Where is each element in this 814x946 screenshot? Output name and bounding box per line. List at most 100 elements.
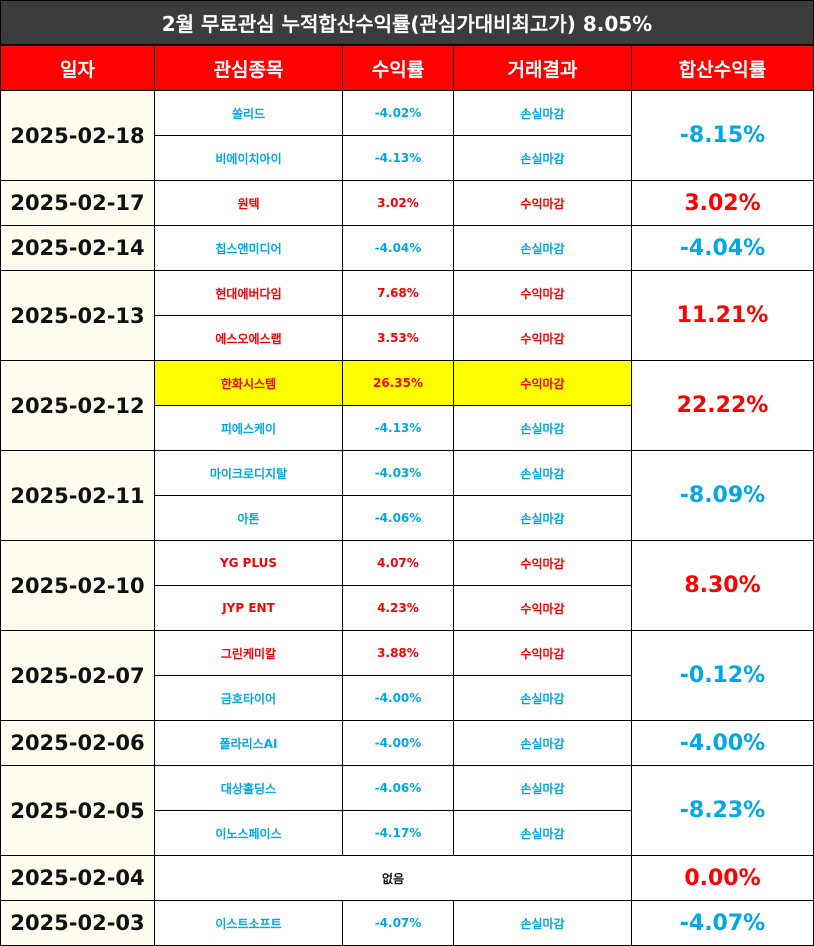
date-cell: 2025-02-12 [0,360,155,451]
result-cell: 수익마감 [453,360,632,406]
rate-cell: -4.17% [342,810,454,856]
result-cell: 손실마감 [453,720,632,766]
header-date: 일자 [0,45,155,91]
date-cell: 2025-02-17 [0,180,155,226]
date-cell: 2025-02-05 [0,765,155,856]
stock-cell: 쏠리드 [154,90,343,136]
result-cell: 손실마감 [453,225,632,271]
header-rate: 수익률 [342,45,454,91]
table-row: 2025-02-06 폴라리스AI -4.00% 손실마감 -4.00% [0,720,814,766]
result-cell: 손실마감 [453,450,632,496]
no-trade-cell: 없음 [154,855,632,901]
date-cell: 2025-02-14 [0,225,155,271]
total-cell: -4.00% [631,720,814,766]
date-cell: 2025-02-04 [0,855,155,901]
date-cell: 2025-02-07 [0,630,155,721]
date-cell: 2025-02-13 [0,270,155,361]
result-cell: 손실마감 [453,765,632,811]
rate-cell: -4.04% [342,225,454,271]
total-cell: -8.23% [631,765,814,856]
stock-cell: 대상홀딩스 [154,765,343,811]
result-cell: 수익마감 [453,630,632,676]
date-cell: 2025-02-11 [0,450,155,541]
rate-cell: 3.53% [342,315,454,361]
date-cell: 2025-02-18 [0,90,155,181]
rate-cell: -4.02% [342,90,454,136]
table-row: 금호타이어 -4.00% 손실마감 [1,675,814,721]
rate-cell: 7.68% [342,270,454,316]
stock-cell: 이노스페이스 [154,810,343,856]
result-cell: 손실마감 [453,810,632,856]
total-cell: 22.22% [631,360,814,451]
table-row: 2025-02-17 원텍 3.02% 수익마감 3.02% [0,180,814,226]
stock-cell: 에스오에스랩 [154,315,343,361]
rate-cell: 3.02% [342,180,454,226]
table-row: JYP ENT 4.23% 수익마감 [1,585,814,631]
stock-cell: 아톤 [154,495,343,541]
header-result: 거래결과 [453,45,632,91]
stock-cell: 원텍 [154,180,343,226]
result-cell: 손실마감 [453,675,632,721]
table-row: 2025-02-03 이스트소프트 -4.07% 손실마감 -4.07% [0,900,814,946]
table-row: 비에이치아이 -4.13% 손실마감 [1,135,814,181]
table-row: 이노스페이스 -4.17% 손실마감 [1,810,814,856]
total-cell: -4.07% [631,900,814,946]
result-cell: 수익마감 [453,315,632,361]
date-cell: 2025-02-06 [0,720,155,766]
rate-cell: -4.13% [342,405,454,451]
total-cell: -8.09% [631,450,814,541]
rate-cell: -4.00% [342,720,454,766]
stock-cell: 마이크로디지탈 [154,450,343,496]
rate-cell: -4.06% [342,765,454,811]
stock-cell: 한화시스템 [154,360,343,406]
rate-cell: 4.07% [342,540,454,586]
stock-cell: YG PLUS [154,540,343,586]
stock-cell: JYP ENT [154,585,343,631]
rate-cell: -4.00% [342,675,454,721]
total-cell: -0.12% [631,630,814,721]
table-row: 2025-02-04 없음 0.00% [0,855,814,901]
header-row: 일자 관심종목 수익률 거래결과 합산수익률 [0,45,814,91]
result-cell: 손실마감 [453,90,632,136]
result-cell: 수익마감 [453,270,632,316]
table-row: 2025-02-18 쏠리드 -4.02% 손실마감 -8.15% [0,90,814,181]
result-cell: 손실마감 [453,135,632,181]
table-row: 2025-02-13 현대에버다임 7.68% 수익마감 11.21% [0,270,814,361]
rate-cell: -4.03% [342,450,454,496]
date-cell: 2025-02-03 [0,900,155,946]
result-cell: 손실마감 [453,405,632,451]
rate-cell: -4.13% [342,135,454,181]
table-row: 2025-02-07 그린케미칼 3.88% 수익마감 -0.12% [0,630,814,721]
header-stock: 관심종목 [154,45,343,91]
stock-cell: 현대에버다임 [154,270,343,316]
result-cell: 손실마감 [453,495,632,541]
table-row: 아톤 -4.06% 손실마감 [1,495,814,541]
table-row: 2025-02-05 대상홀딩스 -4.06% 손실마감 -8.23% [0,765,814,856]
table-row: 2025-02-12 한화시스템 26.35% 수익마감 22.22% [0,360,814,451]
table-row: 2025-02-11 마이크로디지탈 -4.03% 손실마감 -8.09% [0,450,814,541]
table-row: 2025-02-10 YG PLUS 4.07% 수익마감 8.30% [0,540,814,631]
result-cell: 손실마감 [453,900,632,946]
table-row: 에스오에스랩 3.53% 수익마감 [1,315,814,361]
result-cell: 수익마감 [453,585,632,631]
stock-cell: 피에스케이 [154,405,343,451]
stock-cell: 그린케미칼 [154,630,343,676]
date-cell: 2025-02-10 [0,540,155,631]
header-total: 합산수익률 [631,45,814,91]
rate-cell: 26.35% [342,360,454,406]
total-cell: 0.00% [631,855,814,901]
stock-cell: 이스트소프트 [154,900,343,946]
stock-cell: 폴라리스AI [154,720,343,766]
total-cell: 3.02% [631,180,814,226]
table-body: 2025-02-18 쏠리드 -4.02% 손실마감 -8.15% 비에이치아이 -4.13… [0,90,814,946]
result-cell: 수익마감 [453,180,632,226]
stock-cell: 금호타이어 [154,675,343,721]
table-row: 2025-02-14 칩스앤미디어 -4.04% 손실마감 -4.04% [0,225,814,271]
total-cell: 8.30% [631,540,814,631]
total-cell: -4.04% [631,225,814,271]
stock-cell: 비에이치아이 [154,135,343,181]
rate-cell: -4.07% [342,900,454,946]
table-row: 피에스케이 -4.13% 손실마감 [1,405,814,451]
total-cell: 11.21% [631,270,814,361]
